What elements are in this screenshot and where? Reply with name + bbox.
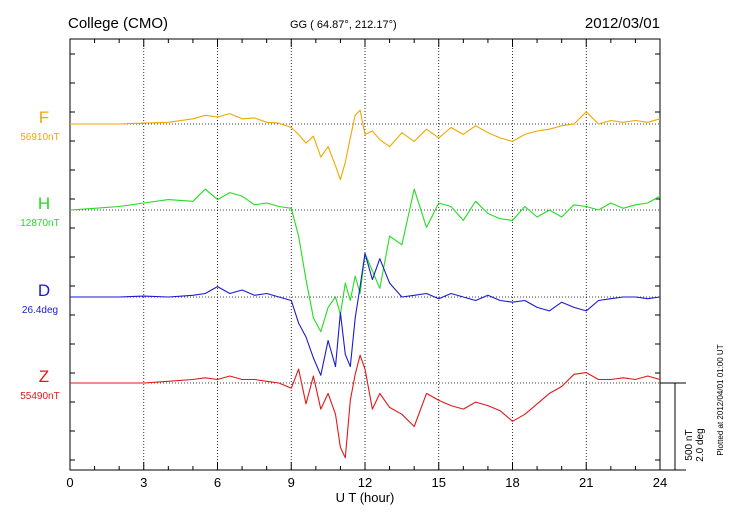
x-tick-label: 12 [358, 475, 372, 490]
station-coords: GG ( 64.87°, 212.17°) [290, 19, 397, 31]
x-tick-label: 9 [288, 475, 295, 490]
x-axis-label: U T (hour) [336, 490, 395, 505]
series-labels: F 56910nT H 12870nT D 26.4deg Z 55490nT [20, 108, 59, 402]
series-baseline-z: 55490nT [20, 391, 59, 402]
x-tick-label: 21 [579, 475, 593, 490]
series-baseline-d: 26.4deg [22, 305, 58, 316]
station-title: College (CMO) [68, 15, 168, 32]
x-tick-label: 24 [653, 475, 667, 490]
x-axis-ticks: 0 3 6 9 12 15 18 21 24 [66, 39, 667, 490]
series-name-z: Z [39, 367, 49, 386]
series-line-f [70, 109, 661, 181]
scale-bar-nt: 500 nT [684, 429, 695, 460]
series-name-h: H [38, 194, 50, 213]
series-name-f: F [39, 108, 49, 127]
x-tick-label: 18 [505, 475, 519, 490]
x-tick-label: 6 [214, 475, 221, 490]
series-name-d: D [38, 281, 50, 300]
x-tick-label: 3 [140, 475, 147, 490]
plotted-timestamp: Plotted at 2012/04/01 01:00 UT [716, 344, 725, 455]
series-baseline-f: 56910nT [20, 132, 59, 143]
series-lines [69, 109, 661, 459]
plot-date: 2012/03/01 [585, 15, 660, 32]
series-line-d [70, 252, 661, 376]
series-line-z [70, 354, 661, 459]
scale-bar: 500 nT 2.0 deg [660, 382, 706, 471]
series-baseline-h: 12870nT [20, 218, 59, 229]
x-tick-label: 0 [66, 475, 73, 490]
scale-bar-deg: 2.0 deg [695, 428, 706, 461]
x-tick-label: 15 [432, 475, 446, 490]
